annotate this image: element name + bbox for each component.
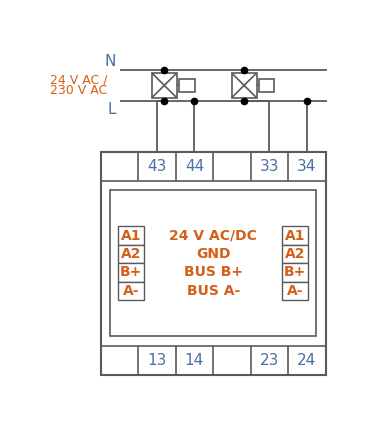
Text: 14: 14 <box>185 353 204 368</box>
Text: 33: 33 <box>260 159 279 174</box>
Bar <box>118 245 144 263</box>
Bar <box>179 79 195 91</box>
Text: 24 V AC/DC: 24 V AC/DC <box>169 229 257 243</box>
Text: A1: A1 <box>285 229 305 243</box>
Text: 43: 43 <box>147 159 167 174</box>
Text: A-: A- <box>287 284 304 298</box>
Text: A1: A1 <box>121 229 141 243</box>
Text: BUS B+: BUS B+ <box>184 266 243 279</box>
Bar <box>232 73 257 98</box>
Text: B+: B+ <box>284 266 307 279</box>
Text: BUS A-: BUS A- <box>186 284 240 298</box>
Text: B+: B+ <box>120 266 142 279</box>
Text: GND: GND <box>196 247 230 261</box>
Text: 24: 24 <box>297 353 317 368</box>
Text: L: L <box>108 102 116 117</box>
Bar <box>101 152 326 375</box>
Text: A-: A- <box>123 284 139 298</box>
Text: 230 V AC: 230 V AC <box>50 84 108 97</box>
Text: 34: 34 <box>297 159 317 174</box>
Text: 23: 23 <box>260 353 279 368</box>
Text: 24 V AC /: 24 V AC / <box>50 73 108 86</box>
Text: 44: 44 <box>185 159 204 174</box>
Text: N: N <box>105 54 116 69</box>
Bar <box>282 263 308 282</box>
Bar <box>282 245 308 263</box>
Bar <box>282 282 308 300</box>
Bar <box>152 73 177 98</box>
Bar <box>118 263 144 282</box>
Text: 13: 13 <box>147 353 167 368</box>
Bar <box>118 282 144 300</box>
Text: A2: A2 <box>285 247 305 261</box>
Bar <box>110 190 316 336</box>
Bar <box>259 79 275 91</box>
Bar <box>118 226 144 245</box>
Bar <box>282 226 308 245</box>
Text: A2: A2 <box>121 247 141 261</box>
